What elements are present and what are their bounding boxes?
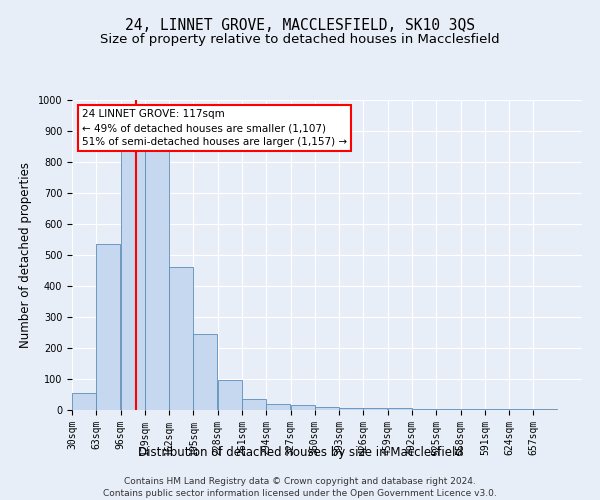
Text: 24, LINNET GROVE, MACCLESFIELD, SK10 3QS: 24, LINNET GROVE, MACCLESFIELD, SK10 3QS [125, 18, 475, 32]
Bar [72, 393, 96, 410]
Text: Size of property relative to detached houses in Macclesfield: Size of property relative to detached ho… [100, 32, 500, 46]
Bar [266, 404, 290, 410]
Bar [412, 409, 436, 410]
Bar [242, 399, 266, 410]
Text: 24 LINNET GROVE: 117sqm
← 49% of detached houses are smaller (1,107)
51% of semi: 24 LINNET GROVE: 117sqm ← 49% of detache… [82, 110, 347, 148]
Text: Contains public sector information licensed under the Open Government Licence v3: Contains public sector information licen… [103, 490, 497, 498]
Bar [193, 334, 217, 410]
Bar [145, 151, 169, 410]
Text: Distribution of detached houses by size in Macclesfield: Distribution of detached houses by size … [137, 446, 463, 459]
Bar [96, 244, 121, 410]
Bar [388, 408, 412, 410]
Bar [315, 407, 339, 410]
Bar [121, 151, 145, 410]
Y-axis label: Number of detached properties: Number of detached properties [19, 162, 32, 348]
Bar [169, 267, 193, 410]
Bar [290, 406, 314, 410]
Bar [364, 408, 388, 410]
Bar [218, 380, 242, 410]
Text: Contains HM Land Registry data © Crown copyright and database right 2024.: Contains HM Land Registry data © Crown c… [124, 476, 476, 486]
Bar [339, 408, 363, 410]
